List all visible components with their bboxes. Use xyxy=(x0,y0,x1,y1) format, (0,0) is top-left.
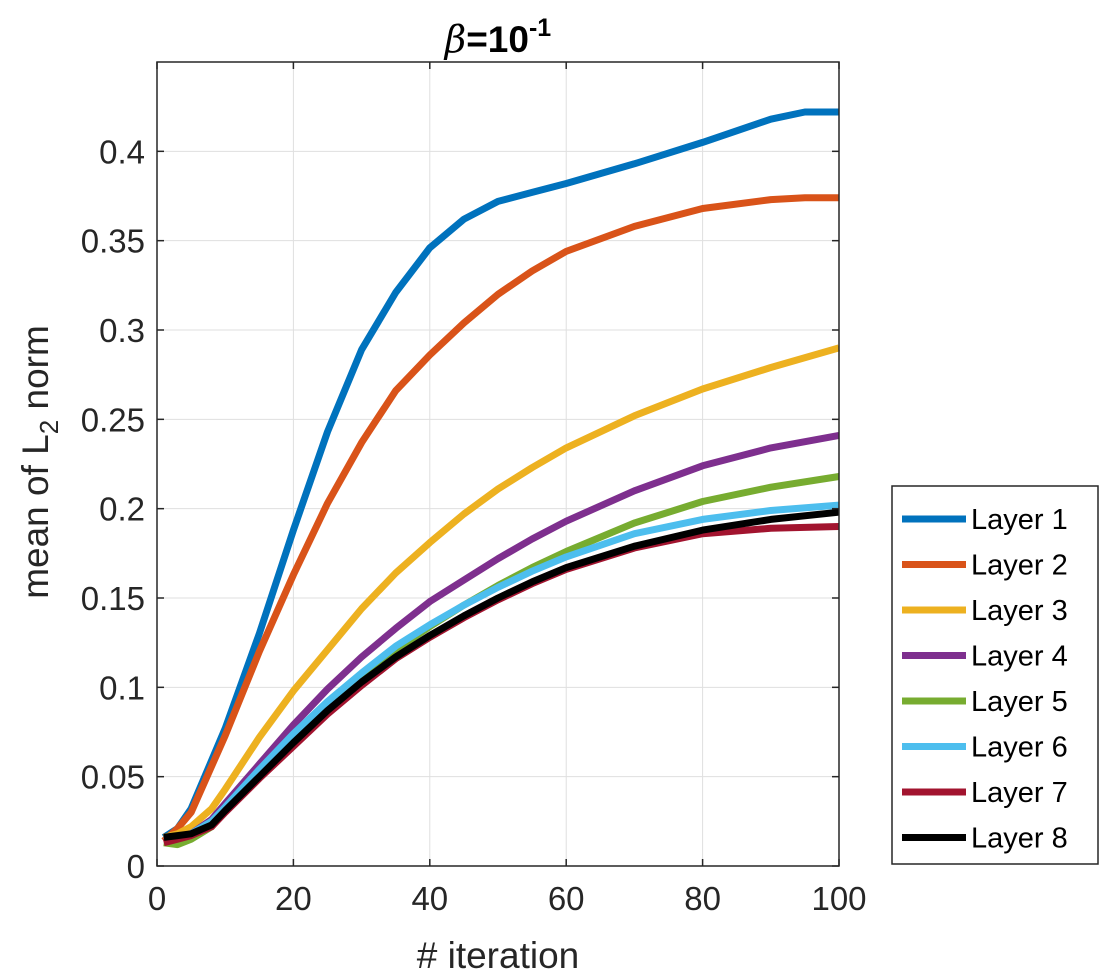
axis-ticks: 0 20 40 60 80 100 0 0.05 0.1 0.15 0.2 0.25 0.3 0.35 0.… xyxy=(81,62,867,917)
title-beta-symbol: β xyxy=(443,18,466,61)
series-line-layer-2 xyxy=(161,194,839,844)
y-tick-label: 0.35 xyxy=(81,223,145,260)
y-tick-label: 0.25 xyxy=(81,401,145,438)
legend-label-layer-5: Layer 5 xyxy=(971,686,1068,718)
legend-label-layer-3: Layer 3 xyxy=(971,595,1068,627)
title-exponent: -1 xyxy=(529,14,551,42)
legend: Layer 1 Layer 2 Layer 3 Layer 4 Layer 5 Layer… xyxy=(891,485,1099,865)
y-tick-label: 0 xyxy=(127,848,145,885)
legend-box xyxy=(891,485,1099,865)
x-axis-label: # iteration xyxy=(417,935,580,975)
legend-label-layer-4: Layer 4 xyxy=(971,641,1068,673)
series-line-layer-3 xyxy=(162,344,840,841)
x-tick-label: 20 xyxy=(275,880,312,917)
series-line-layer-8 xyxy=(163,508,840,841)
plot-frame xyxy=(156,61,840,867)
legend-label-layer-8: Layer 8 xyxy=(971,823,1068,855)
y-tick-label: 0.4 xyxy=(99,133,145,170)
x-tick-label: 0 xyxy=(148,880,166,917)
chart-title: β=10-1 xyxy=(443,14,551,61)
legend-label-layer-6: Layer 6 xyxy=(971,732,1068,764)
title-base: =10 xyxy=(466,19,529,60)
series-group xyxy=(161,108,840,849)
y-tick-label: 0.15 xyxy=(81,580,145,617)
legend-label-layer-1: Layer 1 xyxy=(971,504,1068,536)
x-tick-label: 80 xyxy=(684,880,721,917)
y-label-prefix: mean of L xyxy=(15,434,56,599)
y-label-subscript: 2 xyxy=(34,420,64,434)
y-tick-label: 0.1 xyxy=(99,669,145,706)
y-tick-label: 0.3 xyxy=(99,312,145,349)
y-label-suffix: norm xyxy=(15,325,56,420)
x-tick-label: 40 xyxy=(411,880,448,917)
legend-label-layer-7: Layer 7 xyxy=(971,777,1068,809)
y-axis-label: mean of L2 norm xyxy=(15,325,64,599)
y-tick-label: 0.05 xyxy=(81,759,145,796)
y-tick-label: 0.2 xyxy=(99,491,145,528)
x-tick-label: 60 xyxy=(548,880,585,917)
x-tick-label: 100 xyxy=(811,880,866,917)
legend-label-layer-2: Layer 2 xyxy=(971,550,1068,582)
